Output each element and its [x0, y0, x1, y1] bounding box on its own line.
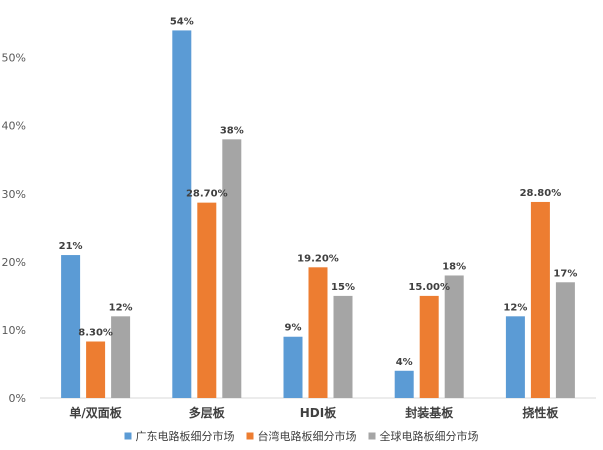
bar-1-5 — [505, 316, 525, 398]
data-label: 15.00% — [408, 282, 450, 293]
x-tick-label: HDI板 — [300, 405, 337, 420]
bar-2-2 — [197, 202, 217, 398]
bar-3-1 — [111, 316, 131, 398]
data-label: 38% — [220, 125, 244, 136]
data-label: 54% — [170, 16, 194, 27]
data-label: 21% — [59, 241, 83, 252]
bar-2-3 — [308, 267, 328, 398]
bar-1-2 — [172, 30, 192, 399]
data-label: 8.30% — [78, 328, 113, 339]
x-tick-label: 多层板 — [189, 405, 226, 420]
bar-2-1 — [86, 341, 106, 398]
data-label: 28.80% — [520, 188, 562, 199]
y-tick-label: 30% — [2, 188, 26, 201]
data-label: 15% — [331, 282, 355, 293]
bar-3-2 — [222, 139, 242, 399]
y-tick-label: 20% — [2, 256, 26, 269]
y-tick-label: 0% — [9, 392, 26, 405]
legend: 广东电路板细分市场 台湾电路板细分市场 全球电路板细分市场 — [124, 429, 479, 443]
x-tick-label: 封装基板 — [405, 405, 454, 420]
legend-swatch — [124, 432, 132, 440]
x-tick-label: 挠性板 — [522, 405, 559, 420]
data-label: 4% — [396, 357, 413, 368]
bar-3-3 — [333, 295, 353, 398]
data-label: 28.70% — [186, 189, 228, 200]
legend-label: 广东电路板细分市场 — [136, 429, 235, 443]
bar-2-4 — [419, 295, 439, 398]
data-label-group: 21% 8.30% 12% 54% 28.70% 38% 9% 19.20% 15% 4% 15.0… — [59, 16, 578, 367]
legend-label: 台湾电路板细分市场 — [258, 429, 357, 443]
data-label: 9% — [285, 323, 302, 334]
y-tick-label: 40% — [2, 120, 26, 133]
legend-swatch — [368, 432, 376, 440]
y-tick-label: 10% — [2, 324, 26, 337]
data-label: 12% — [109, 302, 133, 313]
bar-3-5 — [555, 282, 575, 398]
legend-label: 全球电路板细分市场 — [380, 429, 479, 443]
data-label: 19.20% — [297, 253, 339, 264]
legend-swatch — [246, 432, 254, 440]
bar-3-4 — [444, 275, 464, 398]
bar-series-group — [61, 30, 575, 399]
y-axis: 0% 10% 20% 30% 40% 50% — [2, 52, 26, 405]
y-tick-label: 50% — [2, 52, 26, 65]
bar-2-5 — [530, 201, 550, 398]
data-label: 17% — [553, 268, 577, 279]
bar-1-3 — [283, 336, 303, 398]
bar-1-1 — [61, 255, 81, 398]
x-axis: 单/双面板 多层板 HDI板 封装基板 挠性板 — [40, 397, 596, 420]
x-tick-label: 单/双面板 — [69, 405, 122, 420]
data-label: 18% — [442, 261, 466, 272]
bar-1-4 — [394, 370, 414, 398]
data-label: 12% — [503, 302, 527, 313]
